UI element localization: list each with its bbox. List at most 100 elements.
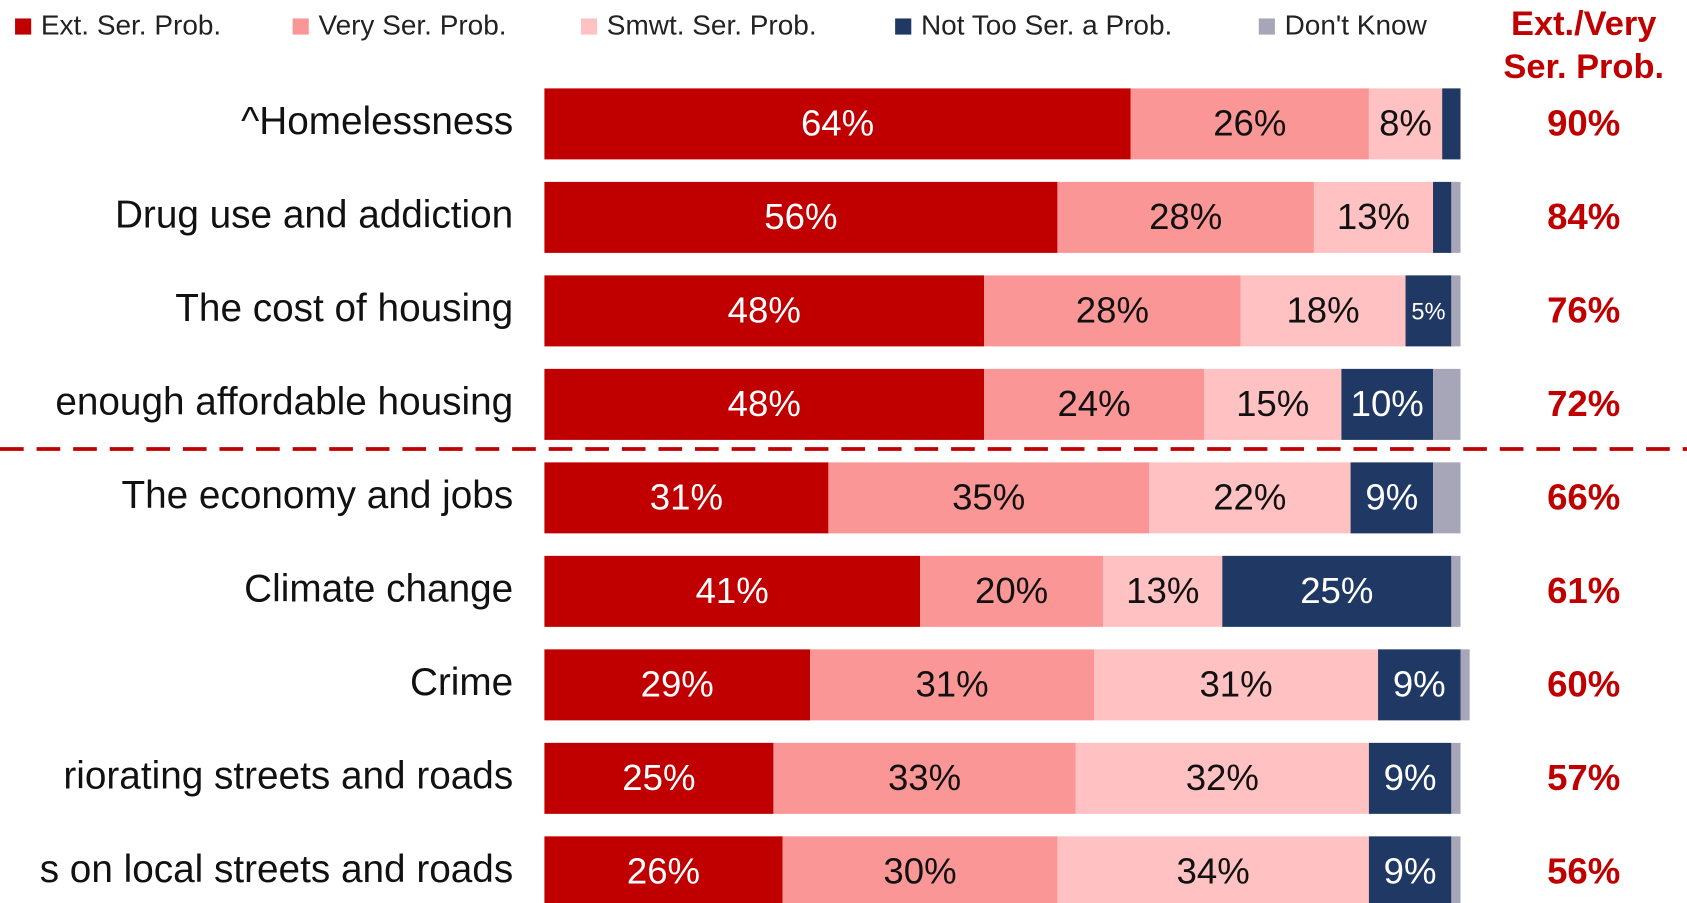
category-label: riorating streets and roads [63, 755, 513, 798]
value-label: 9% [1384, 851, 1437, 892]
bar-segment [1433, 368, 1461, 440]
value-label: 28% [1076, 290, 1149, 331]
bar-segment [1313, 181, 1434, 253]
bar-segment [544, 181, 1058, 253]
bar-segment [1378, 649, 1461, 721]
bar-segment [544, 368, 985, 440]
legend-swatch [895, 18, 912, 35]
value-label: 13% [1337, 196, 1410, 237]
legend-label: Smwt. Ser. Prob. [607, 9, 817, 40]
bar-segment [984, 368, 1204, 440]
bar-segment [1130, 88, 1369, 160]
total-label: 84% [1547, 196, 1620, 237]
value-label: 8% [1379, 103, 1432, 144]
bar-segment [1451, 275, 1461, 347]
value-label: 10% [1351, 383, 1424, 424]
value-label: 29% [641, 664, 714, 705]
value-label: 31% [1199, 664, 1272, 705]
bar-segment [1433, 462, 1461, 534]
bar-segment [1222, 555, 1452, 627]
bar-segment [1368, 742, 1452, 814]
legend-label: Very Ser. Prob. [318, 9, 506, 40]
value-label: 9% [1365, 477, 1418, 518]
value-label: 25% [1300, 570, 1373, 611]
total-label: 61% [1547, 570, 1620, 611]
value-label: 64% [801, 103, 874, 144]
bar-segment [1368, 836, 1452, 903]
bar-segment [1075, 742, 1369, 814]
value-label: 32% [1186, 757, 1259, 798]
bar-segment [773, 742, 1076, 814]
value-label: 24% [1057, 383, 1130, 424]
value-label: 9% [1393, 664, 1446, 705]
value-label: 26% [627, 851, 700, 892]
value-label: 28% [1149, 196, 1222, 237]
value-label: 18% [1286, 290, 1359, 331]
bar-segment [1451, 742, 1461, 814]
total-label: 56% [1547, 851, 1620, 892]
bar-segment [544, 649, 811, 721]
bar-segment [1451, 555, 1461, 627]
bar-segment [1103, 555, 1223, 627]
bar-segment [984, 275, 1241, 347]
category-label: Crime [410, 661, 513, 704]
bar-segment [1240, 275, 1406, 347]
bar-segment [1368, 88, 1443, 160]
total-label: 90% [1547, 103, 1620, 144]
value-label: 31% [650, 477, 723, 518]
value-label: 5% [1411, 299, 1445, 325]
legend-swatch [292, 18, 309, 35]
value-label: 48% [728, 383, 801, 424]
value-label: 20% [975, 570, 1048, 611]
bar-segment [1149, 462, 1351, 534]
value-label: 41% [696, 570, 769, 611]
value-label: 34% [1177, 851, 1250, 892]
bar-segment [1094, 649, 1379, 721]
bar-segment [544, 555, 921, 627]
bar-segment [782, 836, 1058, 903]
bar-segment [544, 836, 783, 903]
value-label: 33% [888, 757, 961, 798]
total-label: 76% [1547, 290, 1620, 331]
bar-segment [1442, 88, 1461, 160]
total-label: 66% [1547, 477, 1620, 518]
legend-swatch [15, 18, 32, 35]
value-label: 15% [1236, 383, 1309, 424]
totals-title: Ext./Very [1511, 5, 1656, 43]
category-label: ^Homelessness [241, 100, 513, 143]
bar-segment [1057, 181, 1314, 253]
bar-segment [1057, 836, 1369, 903]
value-label: 35% [952, 477, 1025, 518]
bar-segment [544, 462, 829, 534]
bar-segment [1451, 836, 1461, 903]
bar-segment [1451, 181, 1461, 253]
bar-segment [1405, 275, 1452, 347]
legend-label: Not Too Ser. a Prob. [921, 9, 1172, 40]
legend-swatch [580, 18, 598, 35]
value-label: 31% [915, 664, 988, 705]
bar-segment [920, 555, 1104, 627]
value-label: 26% [1213, 103, 1286, 144]
category-label: The cost of housing [175, 287, 513, 330]
value-label: 48% [728, 290, 801, 331]
bar-segment [1433, 181, 1452, 253]
category-label: enough affordable housing [55, 381, 513, 424]
legend-swatch [1258, 18, 1275, 35]
category-label: Climate change [244, 568, 513, 611]
category-label: s on local streets and roads [40, 848, 514, 891]
bar-segment [810, 649, 1095, 721]
value-label: 13% [1126, 570, 1199, 611]
bar-segment [1341, 368, 1434, 440]
bar-segment [1350, 462, 1434, 534]
category-label: The economy and jobs [121, 474, 513, 517]
total-label: 72% [1547, 383, 1620, 424]
bar-segment [1460, 649, 1470, 721]
value-label: 9% [1384, 757, 1437, 798]
bar-segment [828, 462, 1150, 534]
total-label: 57% [1547, 757, 1620, 798]
legend-label: Ext. Ser. Prob. [41, 9, 221, 40]
value-label: 30% [883, 851, 956, 892]
bar-segment [544, 742, 774, 814]
value-label: 25% [622, 757, 695, 798]
